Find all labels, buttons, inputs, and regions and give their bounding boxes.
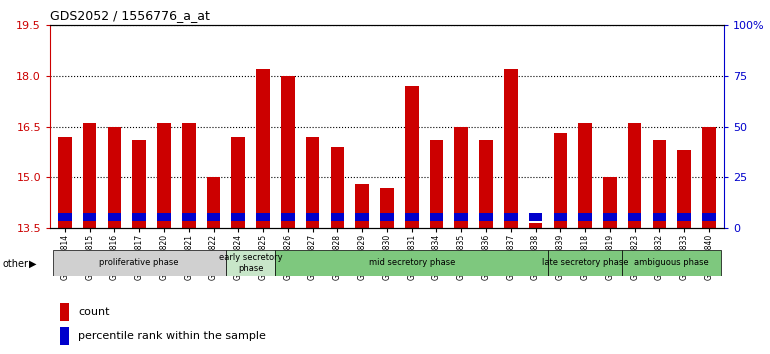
Bar <box>603 177 617 228</box>
Text: early secretory
phase: early secretory phase <box>219 253 283 273</box>
Bar <box>504 213 517 221</box>
Bar <box>132 140 146 228</box>
Text: percentile rank within the sample: percentile rank within the sample <box>79 331 266 341</box>
Bar <box>430 140 444 228</box>
Bar <box>454 127 468 228</box>
Bar <box>454 213 468 221</box>
Bar <box>678 213 691 221</box>
Bar <box>206 213 220 221</box>
Bar <box>256 213 270 221</box>
Bar <box>182 123 196 228</box>
Bar <box>58 213 72 221</box>
Bar <box>281 213 295 221</box>
Bar <box>330 213 344 221</box>
Bar <box>58 137 72 228</box>
Bar <box>83 213 96 221</box>
Text: ▶: ▶ <box>29 259 37 269</box>
Bar <box>405 213 419 221</box>
Bar <box>355 213 369 221</box>
Bar <box>529 223 542 228</box>
Bar <box>628 123 641 228</box>
Bar <box>182 213 196 221</box>
Bar <box>702 127 716 228</box>
Bar <box>380 213 393 221</box>
Bar <box>548 250 622 276</box>
Bar <box>554 133 567 228</box>
Bar <box>628 213 641 221</box>
Bar <box>653 140 666 228</box>
Bar <box>157 123 171 228</box>
Bar <box>232 213 245 221</box>
Text: late secretory phase: late secretory phase <box>542 258 628 267</box>
Bar <box>554 213 567 221</box>
Bar <box>578 123 592 228</box>
Bar <box>479 140 493 228</box>
Bar <box>653 213 666 221</box>
Text: ambiguous phase: ambiguous phase <box>634 258 709 267</box>
Bar <box>603 213 617 221</box>
Text: mid secretory phase: mid secretory phase <box>369 258 455 267</box>
Bar <box>622 250 721 276</box>
Bar <box>206 177 220 228</box>
Bar <box>232 137 245 228</box>
Bar <box>256 69 270 228</box>
Bar <box>60 326 69 345</box>
Bar <box>306 213 320 221</box>
Bar <box>157 213 171 221</box>
Bar <box>504 69 517 228</box>
Bar <box>108 213 121 221</box>
Bar <box>355 184 369 228</box>
Bar <box>529 213 542 221</box>
Bar <box>479 213 493 221</box>
Bar <box>405 86 419 228</box>
Text: proliferative phase: proliferative phase <box>99 258 179 267</box>
Bar <box>702 213 716 221</box>
Bar <box>83 123 96 228</box>
Bar <box>430 213 444 221</box>
Bar <box>276 250 548 276</box>
Bar <box>380 188 393 228</box>
Bar <box>678 150 691 228</box>
Bar <box>330 147 344 228</box>
Text: other: other <box>2 259 28 269</box>
Bar <box>226 250 276 276</box>
Text: GDS2052 / 1556776_a_at: GDS2052 / 1556776_a_at <box>50 9 210 22</box>
Bar <box>60 303 69 321</box>
Bar <box>108 127 121 228</box>
Bar <box>578 213 592 221</box>
Bar <box>52 250 226 276</box>
Bar <box>281 76 295 228</box>
Bar <box>132 213 146 221</box>
Bar <box>306 137 320 228</box>
Text: count: count <box>79 307 110 317</box>
